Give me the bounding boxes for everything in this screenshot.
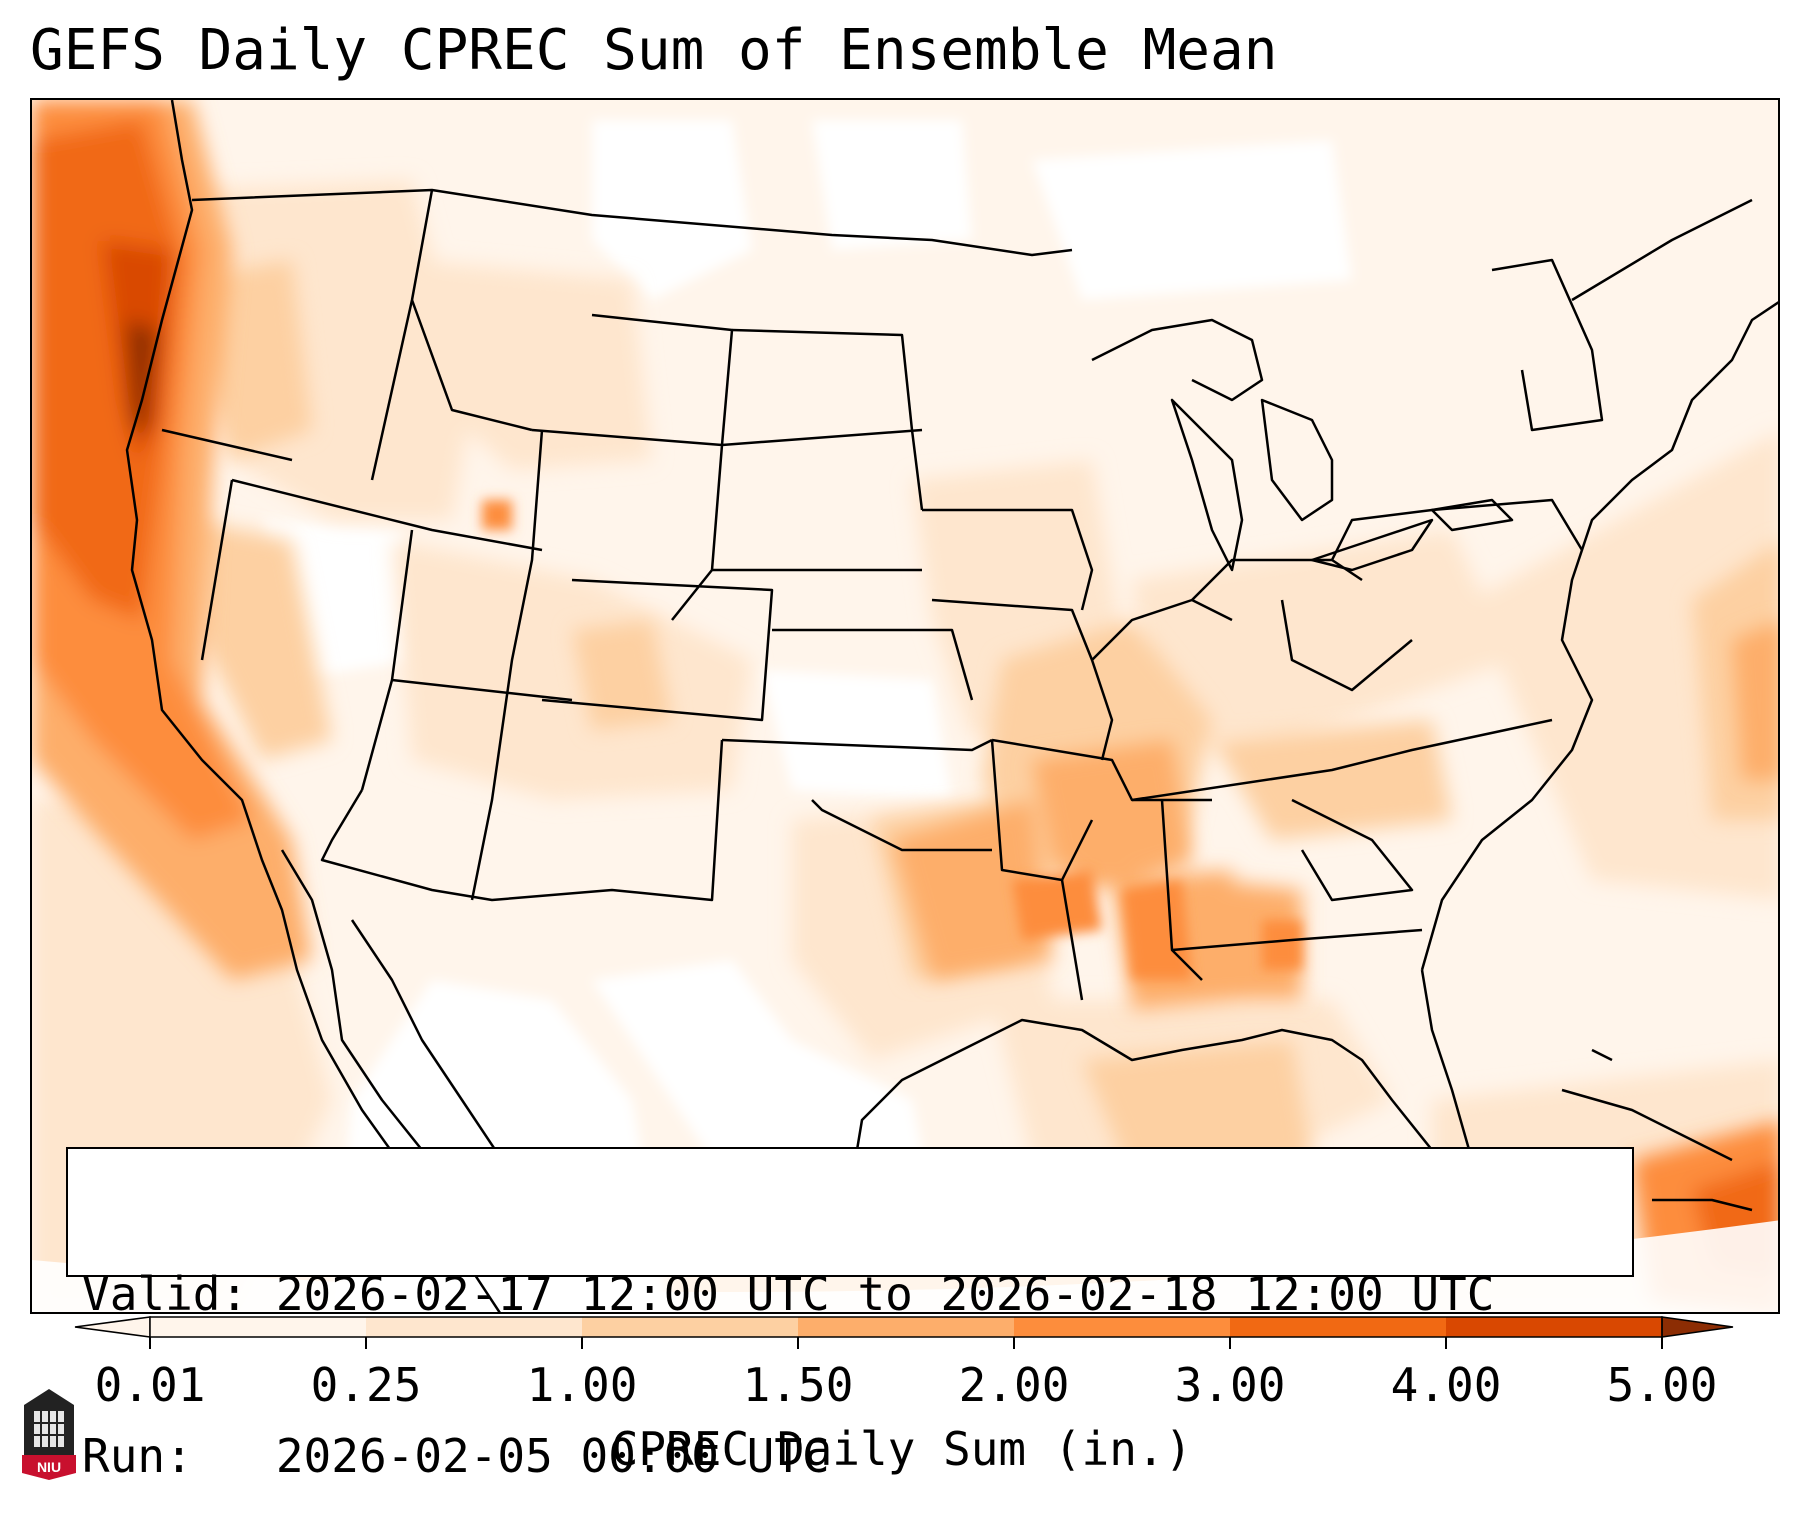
colorbar-segment bbox=[366, 1317, 582, 1337]
colorbar-tick-label: 1.50 bbox=[742, 1358, 854, 1412]
colorbar-tick-label: 4.00 bbox=[1390, 1358, 1502, 1412]
colorbar-segment bbox=[1014, 1317, 1230, 1337]
colorbar bbox=[74, 1316, 1734, 1349]
svg-text:NIU: NIU bbox=[37, 1459, 61, 1475]
map-title: GEFS Daily CPREC Sum of Ensemble Mean bbox=[30, 18, 1278, 83]
west-coast-precip-band bbox=[32, 100, 312, 980]
colorbar-tick-label: 0.01 bbox=[94, 1358, 206, 1412]
colorbar-segment bbox=[582, 1317, 798, 1337]
map-panel[interactable] bbox=[30, 98, 1780, 1314]
colorbar-tick-label: 2.00 bbox=[958, 1358, 1070, 1412]
colorbar-tick-label: 5.00 bbox=[1606, 1358, 1718, 1412]
colorbar-label: CPREC Daily Sum (in.) bbox=[610, 1422, 1193, 1476]
colorbar-outline bbox=[149, 1316, 1663, 1338]
niu-tower-logo-icon: NIU bbox=[22, 1389, 76, 1480]
colorbar-max-extension bbox=[1661, 1316, 1734, 1338]
colorbar-tick-label: 0.25 bbox=[310, 1358, 422, 1412]
run-time-text: Run: 2026-02-05 00:00 UTC bbox=[82, 1429, 830, 1483]
colorbar-tick-label: 1.00 bbox=[526, 1358, 638, 1412]
colorbar-segments bbox=[74, 1316, 1734, 1338]
colorbar-segment bbox=[1446, 1317, 1662, 1337]
very-heavy-precip-regions bbox=[482, 500, 1302, 980]
colorbar-ticks bbox=[149, 1337, 1663, 1349]
colorbar-tick-label: 3.00 bbox=[1174, 1358, 1286, 1412]
valid-run-info-box: Valid: 2026-02-17 12:00 UTC to 2026-02-1… bbox=[66, 1147, 1634, 1483]
precip-map bbox=[32, 100, 1778, 1312]
colorbar-segment bbox=[798, 1317, 1014, 1337]
colorbar-segment bbox=[150, 1317, 366, 1337]
colorbar-min-extension bbox=[74, 1316, 151, 1338]
valid-time-text: Valid: 2026-02-17 12:00 UTC to 2026-02-1… bbox=[82, 1267, 1495, 1321]
colorbar-segment bbox=[1230, 1317, 1446, 1337]
